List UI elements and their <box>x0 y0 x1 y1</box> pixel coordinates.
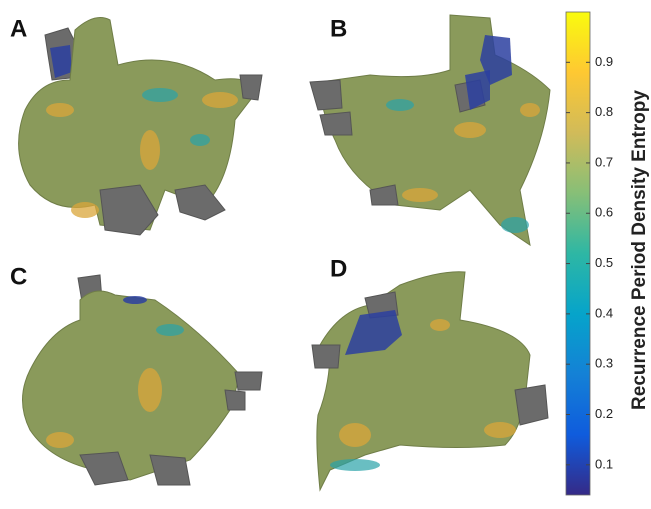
atrium-render-b <box>309 14 551 247</box>
panel-label: B <box>330 15 347 42</box>
panel-label: C <box>10 263 27 290</box>
colorbar <box>565 11 591 496</box>
tick-label: 0.2 <box>595 406 613 421</box>
tick-label: 0.8 <box>595 104 613 119</box>
colorbar-label: Recurrence Period Density Entropy <box>629 90 650 410</box>
atrium-render-c <box>22 274 263 486</box>
atrium-render-d <box>311 271 549 492</box>
panel-label: D <box>330 255 347 282</box>
tick-label: 0.4 <box>595 305 613 320</box>
atrium-render-a <box>18 17 263 236</box>
tick-label: 0.3 <box>595 356 613 371</box>
tick-label: 0.9 <box>595 54 613 69</box>
tick-label: 0.5 <box>595 255 613 270</box>
tick-label: 0.6 <box>595 205 613 220</box>
tick-label: 0.7 <box>595 154 613 169</box>
panel-label: A <box>10 15 27 42</box>
tick-label: 0.1 <box>595 456 613 471</box>
